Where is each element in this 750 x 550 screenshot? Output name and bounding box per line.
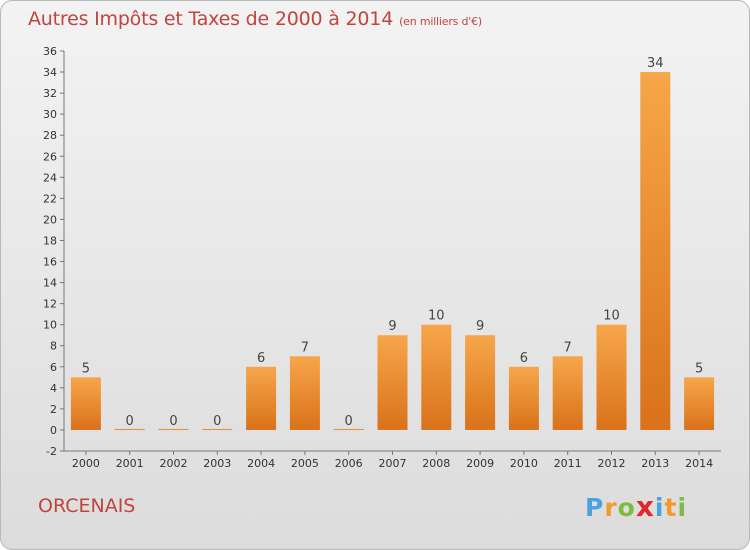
bar-value-label: 7 [564,340,572,355]
x-tick-label: 2013 [641,457,669,470]
bar-value-label: 0 [169,414,177,429]
x-tick-label: 2002 [160,457,188,470]
x-tick-label: 2001 [116,457,144,470]
bar [289,356,320,430]
logo-letter: i [677,493,688,522]
bar-value-label: 9 [476,319,484,334]
x-tick-label: 2009 [466,457,494,470]
logo-letter: r [604,493,618,522]
y-tick-label: 8 [50,340,57,353]
bar-value-label: 0 [345,414,353,429]
x-tick-label: 2006 [335,457,363,470]
bar-value-label: 5 [695,361,703,376]
x-tick-label: 2011 [554,457,582,470]
bar-value-label: 34 [647,56,664,71]
chart-title: Autres Impôts et Taxes de 2000 à 2014 (en… [28,8,482,30]
x-tick-label: 2012 [598,457,626,470]
logo-letter: x [635,490,655,523]
x-tick-label: 2007 [379,457,407,470]
bar [508,366,539,430]
bar-value-label: 10 [603,309,620,324]
y-tick-label: 36 [43,45,57,58]
bar-value-label: 5 [82,361,90,376]
bar [70,377,101,430]
x-tick-label: 2010 [510,457,538,470]
y-tick-label: 20 [43,213,57,226]
bar-value-label: 7 [301,340,309,355]
bar-value-label: 0 [213,414,221,429]
y-tick-label: 28 [43,129,57,142]
logo-letter: i [654,493,665,522]
logo-letter: o [617,493,636,522]
bar [552,356,583,430]
bar [333,428,364,430]
y-tick-label: 34 [43,66,57,79]
y-tick-label: 26 [43,150,57,163]
chart-title-text: Autres Impôts et Taxes de 2000 à 2014 [28,8,394,30]
x-tick-label: 2004 [247,457,275,470]
bar-value-label: 6 [257,351,265,366]
bar-value-label: 6 [520,351,528,366]
y-tick-label: 14 [43,277,57,290]
y-tick-label: 16 [43,256,57,269]
y-tick-label: 22 [43,192,57,205]
bar-value-label: 10 [428,309,445,324]
y-tick-label: 2 [50,403,57,416]
bar [421,324,452,430]
bar-value-label: 9 [388,319,396,334]
x-tick-label: 2000 [72,457,100,470]
y-tick-label: 24 [43,171,57,184]
bar [158,428,189,430]
y-tick-label: 10 [43,319,57,332]
bar-value-label: 0 [126,414,134,429]
bar [596,324,627,430]
logo-letter: t [664,493,678,522]
bar [640,72,671,430]
bar [377,335,408,430]
y-tick-label: -2 [46,445,57,458]
x-tick-label: 2014 [685,457,713,470]
x-tick-label: 2008 [422,457,450,470]
y-tick-label: 6 [50,361,57,374]
bar [246,366,277,430]
y-tick-label: 12 [43,298,57,311]
y-tick-label: 30 [43,108,57,121]
x-tick-label: 2005 [291,457,319,470]
bar [114,428,145,430]
y-tick-label: 4 [50,382,57,395]
commune-name: ORCENAIS [38,495,136,517]
proxiti-logo: Proxiti [585,490,687,523]
chart-subtitle: (en milliers d'€) [399,15,482,28]
y-tick-label: 32 [43,87,57,100]
y-tick-label: 0 [50,424,57,437]
bar [465,335,496,430]
y-tick-label: 18 [43,234,57,247]
bar [202,428,233,430]
bar [684,377,715,430]
x-tick-label: 2003 [203,457,231,470]
logo-letter: P [585,493,605,522]
